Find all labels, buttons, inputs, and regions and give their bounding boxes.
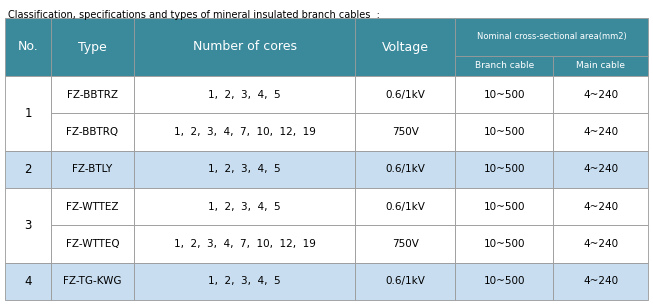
Text: FZ-WTTEZ: FZ-WTTEZ: [66, 202, 119, 212]
Text: 0.6/1kV: 0.6/1kV: [385, 90, 425, 100]
Bar: [455, 76, 554, 113]
Bar: [455, 263, 554, 300]
Text: 4~240: 4~240: [583, 90, 618, 100]
Bar: [5, 18, 52, 76]
Bar: [52, 76, 134, 113]
Text: No.: No.: [18, 41, 39, 53]
Text: 2: 2: [24, 163, 32, 176]
Bar: [355, 188, 455, 225]
Text: 1,  2,  3,  4,  7,  10,  12,  19: 1, 2, 3, 4, 7, 10, 12, 19: [174, 239, 315, 249]
Text: 750V: 750V: [392, 239, 419, 249]
Bar: [52, 188, 134, 225]
Text: Classification, specifications and types of mineral insulated branch cables  :: Classification, specifications and types…: [8, 10, 380, 20]
Text: 0.6/1kV: 0.6/1kV: [385, 276, 425, 286]
Text: 1,  2,  3,  4,  7,  10,  12,  19: 1, 2, 3, 4, 7, 10, 12, 19: [174, 127, 315, 137]
Bar: [52, 225, 134, 263]
Text: 4~240: 4~240: [583, 239, 618, 249]
Text: Type: Type: [78, 41, 107, 53]
Bar: [355, 113, 455, 151]
Text: 1,  2,  3,  4,  5: 1, 2, 3, 4, 5: [208, 90, 281, 100]
Text: FZ-BBTRQ: FZ-BBTRQ: [67, 127, 118, 137]
Bar: [554, 76, 648, 113]
Text: 3: 3: [24, 219, 32, 232]
Text: 4~240: 4~240: [583, 276, 618, 286]
Bar: [134, 18, 355, 76]
Bar: [554, 188, 648, 225]
Bar: [554, 225, 648, 263]
Bar: [554, 263, 648, 300]
Bar: [134, 225, 355, 263]
Bar: [5, 188, 52, 263]
Text: 750V: 750V: [392, 127, 419, 137]
Bar: [554, 151, 648, 188]
Bar: [5, 263, 52, 300]
Bar: [355, 76, 455, 113]
Bar: [455, 151, 554, 188]
Text: 1,  2,  3,  4,  5: 1, 2, 3, 4, 5: [208, 202, 281, 212]
Text: 10~500: 10~500: [483, 202, 525, 212]
Text: FZ-BBTRZ: FZ-BBTRZ: [67, 90, 118, 100]
Bar: [355, 18, 455, 76]
Text: Number of cores: Number of cores: [193, 41, 296, 53]
Text: 10~500: 10~500: [483, 239, 525, 249]
Bar: [52, 151, 134, 188]
Text: Nominal cross-sectional area(mm2): Nominal cross-sectional area(mm2): [477, 33, 626, 41]
Bar: [355, 263, 455, 300]
Bar: [554, 56, 648, 76]
Text: 10~500: 10~500: [483, 276, 525, 286]
Text: 4~240: 4~240: [583, 202, 618, 212]
Bar: [455, 18, 648, 56]
Text: Main cable: Main cable: [576, 62, 625, 70]
Text: FZ-BTLY: FZ-BTLY: [72, 164, 112, 174]
Text: 1,  2,  3,  4,  5: 1, 2, 3, 4, 5: [208, 276, 281, 286]
Bar: [455, 113, 554, 151]
Text: 1: 1: [24, 107, 32, 120]
Text: 1,  2,  3,  4,  5: 1, 2, 3, 4, 5: [208, 164, 281, 174]
Text: 10~500: 10~500: [483, 164, 525, 174]
Text: FZ-TG-KWG: FZ-TG-KWG: [63, 276, 121, 286]
Bar: [455, 188, 554, 225]
Bar: [134, 151, 355, 188]
Bar: [355, 151, 455, 188]
Bar: [52, 18, 134, 76]
Bar: [455, 225, 554, 263]
Text: Branch cable: Branch cable: [475, 62, 534, 70]
Bar: [355, 225, 455, 263]
Bar: [52, 113, 134, 151]
Text: 4~240: 4~240: [583, 164, 618, 174]
Text: FZ-WTTEQ: FZ-WTTEQ: [66, 239, 119, 249]
Text: 0.6/1kV: 0.6/1kV: [385, 202, 425, 212]
Bar: [134, 263, 355, 300]
Bar: [134, 76, 355, 113]
Bar: [134, 113, 355, 151]
Bar: [52, 263, 134, 300]
Bar: [455, 56, 554, 76]
Text: 4~240: 4~240: [583, 127, 618, 137]
Bar: [5, 76, 52, 151]
Text: 10~500: 10~500: [483, 90, 525, 100]
Bar: [554, 113, 648, 151]
Text: 0.6/1kV: 0.6/1kV: [385, 164, 425, 174]
Text: 4: 4: [24, 275, 32, 288]
Bar: [134, 188, 355, 225]
Bar: [5, 151, 52, 188]
Text: 10~500: 10~500: [483, 127, 525, 137]
Text: Voltage: Voltage: [382, 41, 429, 53]
